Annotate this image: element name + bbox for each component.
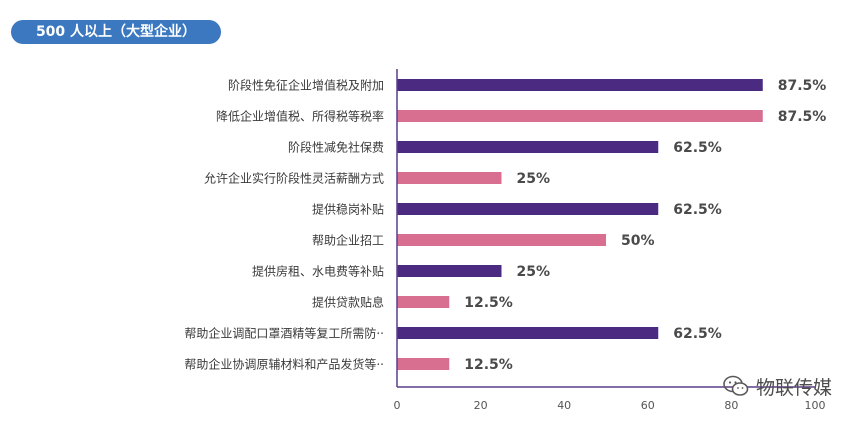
- watermark: 物联传媒: [722, 372, 832, 400]
- bar: [397, 234, 606, 246]
- category-label: 提供贷款贴息: [312, 295, 384, 310]
- x-tick-label: 20: [474, 399, 488, 412]
- category-label: 帮助企业协调原辅材料和产品发货等··: [184, 357, 384, 372]
- chart-title-pill: 500 人以上（大型企业）: [11, 20, 221, 44]
- value-label: 12.5%: [464, 295, 513, 311]
- category-label: 允许企业实行阶段性灵活薪酬方式: [204, 171, 384, 186]
- value-label: 87.5%: [778, 109, 827, 125]
- value-label: 12.5%: [464, 357, 513, 373]
- value-label: 25%: [517, 264, 551, 280]
- x-tick-label: 0: [394, 399, 401, 412]
- bar: [397, 327, 659, 339]
- x-tick-label: 60: [641, 399, 655, 412]
- value-label: 87.5%: [778, 78, 827, 94]
- bar: [397, 265, 502, 277]
- category-label: 提供房租、水电费等补贴: [252, 264, 384, 279]
- category-label: 阶段性免征企业增值税及附加: [228, 78, 384, 93]
- x-tick-label: 100: [805, 399, 826, 412]
- chart-title: 500 人以上（大型企业）: [35, 24, 197, 40]
- value-label: 50%: [621, 233, 655, 249]
- value-label: 25%: [517, 171, 551, 187]
- bar: [397, 358, 450, 370]
- bar: [397, 203, 659, 215]
- value-label: 62.5%: [673, 140, 722, 156]
- category-label: 帮助企业调配口罩酒精等复工所需防··: [184, 326, 384, 341]
- value-label: 62.5%: [673, 326, 722, 342]
- category-label: 帮助企业招工: [312, 233, 384, 248]
- category-label: 阶段性减免社保费: [288, 140, 384, 155]
- x-tick-label: 40: [557, 399, 571, 412]
- value-label: 62.5%: [673, 202, 722, 218]
- wechat-icon: [723, 375, 749, 396]
- bar: [397, 141, 659, 153]
- watermark-text: 物联传媒: [756, 376, 833, 399]
- x-tick-label: 80: [724, 399, 738, 412]
- bar: [397, 172, 502, 184]
- category-label: 降低企业增值税、所得税等税率: [216, 109, 384, 124]
- bar: [397, 79, 763, 91]
- category-label: 提供稳岗补贴: [312, 202, 384, 217]
- bar: [397, 110, 763, 122]
- bar: [397, 296, 450, 308]
